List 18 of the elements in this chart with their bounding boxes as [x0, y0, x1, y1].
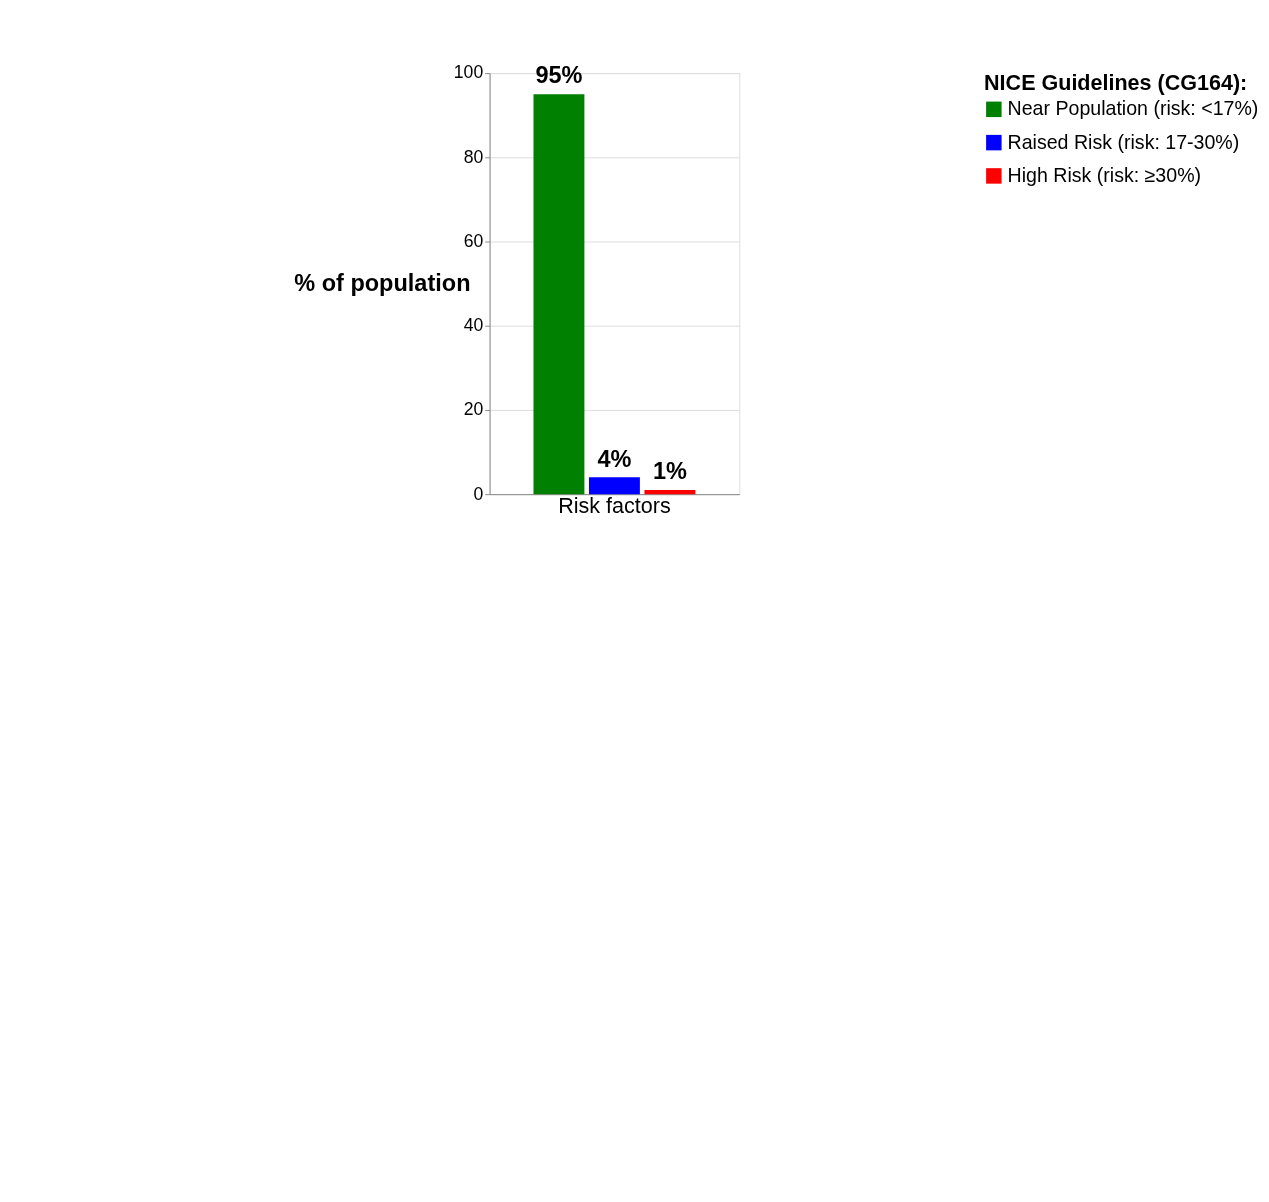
y-tick-label: 0	[473, 483, 484, 504]
data-label: 4%	[597, 445, 632, 472]
legend-title: NICE Guidelines (CG164):	[984, 70, 1248, 95]
bar	[533, 94, 585, 495]
y-tick-label: 80	[463, 146, 484, 167]
x-tick-label: Risk factors	[558, 494, 671, 519]
y-tick-label: 20	[463, 399, 484, 420]
y-tick-label: 60	[463, 230, 484, 251]
y-tick-label: 40	[463, 315, 484, 336]
y-tick-label: 100	[453, 62, 484, 83]
legend-label: Raised Risk (risk: 17-30%)	[1007, 130, 1240, 153]
bar	[588, 477, 640, 495]
y-axis-title: % of population	[294, 269, 471, 296]
data-label: 95%	[535, 62, 583, 89]
legend-label: Near Population (risk: <17%)	[1007, 97, 1259, 120]
bar	[644, 489, 696, 495]
legend-label: High Risk (risk: ≥30%)	[1007, 163, 1202, 186]
data-label: 1%	[652, 458, 687, 485]
